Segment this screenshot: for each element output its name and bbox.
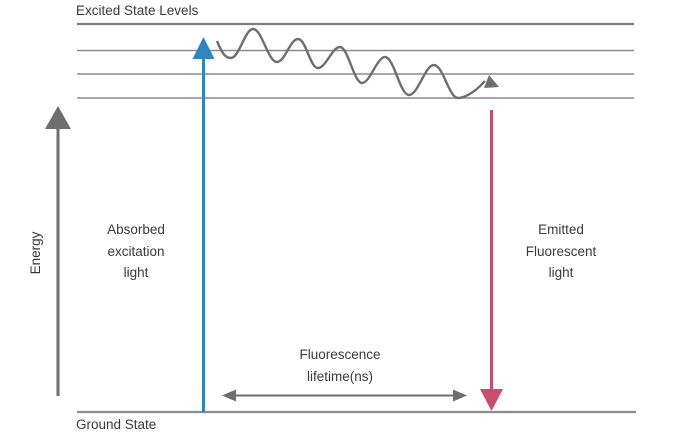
- emission-arrow: [480, 110, 503, 411]
- fluorescence-lifetime-label: Fluorescence lifetime(ns): [299, 347, 381, 384]
- relaxation-wave-arrow: [215, 27, 499, 100]
- energy-axis-arrow: [45, 106, 71, 396]
- absorbed-light-label: Absorbed excitation light: [107, 222, 165, 280]
- emitted-light-label: Emitted Fluorescent light: [525, 222, 597, 280]
- absorption-arrow: [192, 37, 215, 412]
- ground-state-label: Ground State: [76, 417, 157, 432]
- excited-state-levels-label: Excited State Levels: [76, 3, 199, 18]
- lifetime-double-arrow: [222, 389, 467, 402]
- energy-axis-label: Energy: [28, 231, 43, 275]
